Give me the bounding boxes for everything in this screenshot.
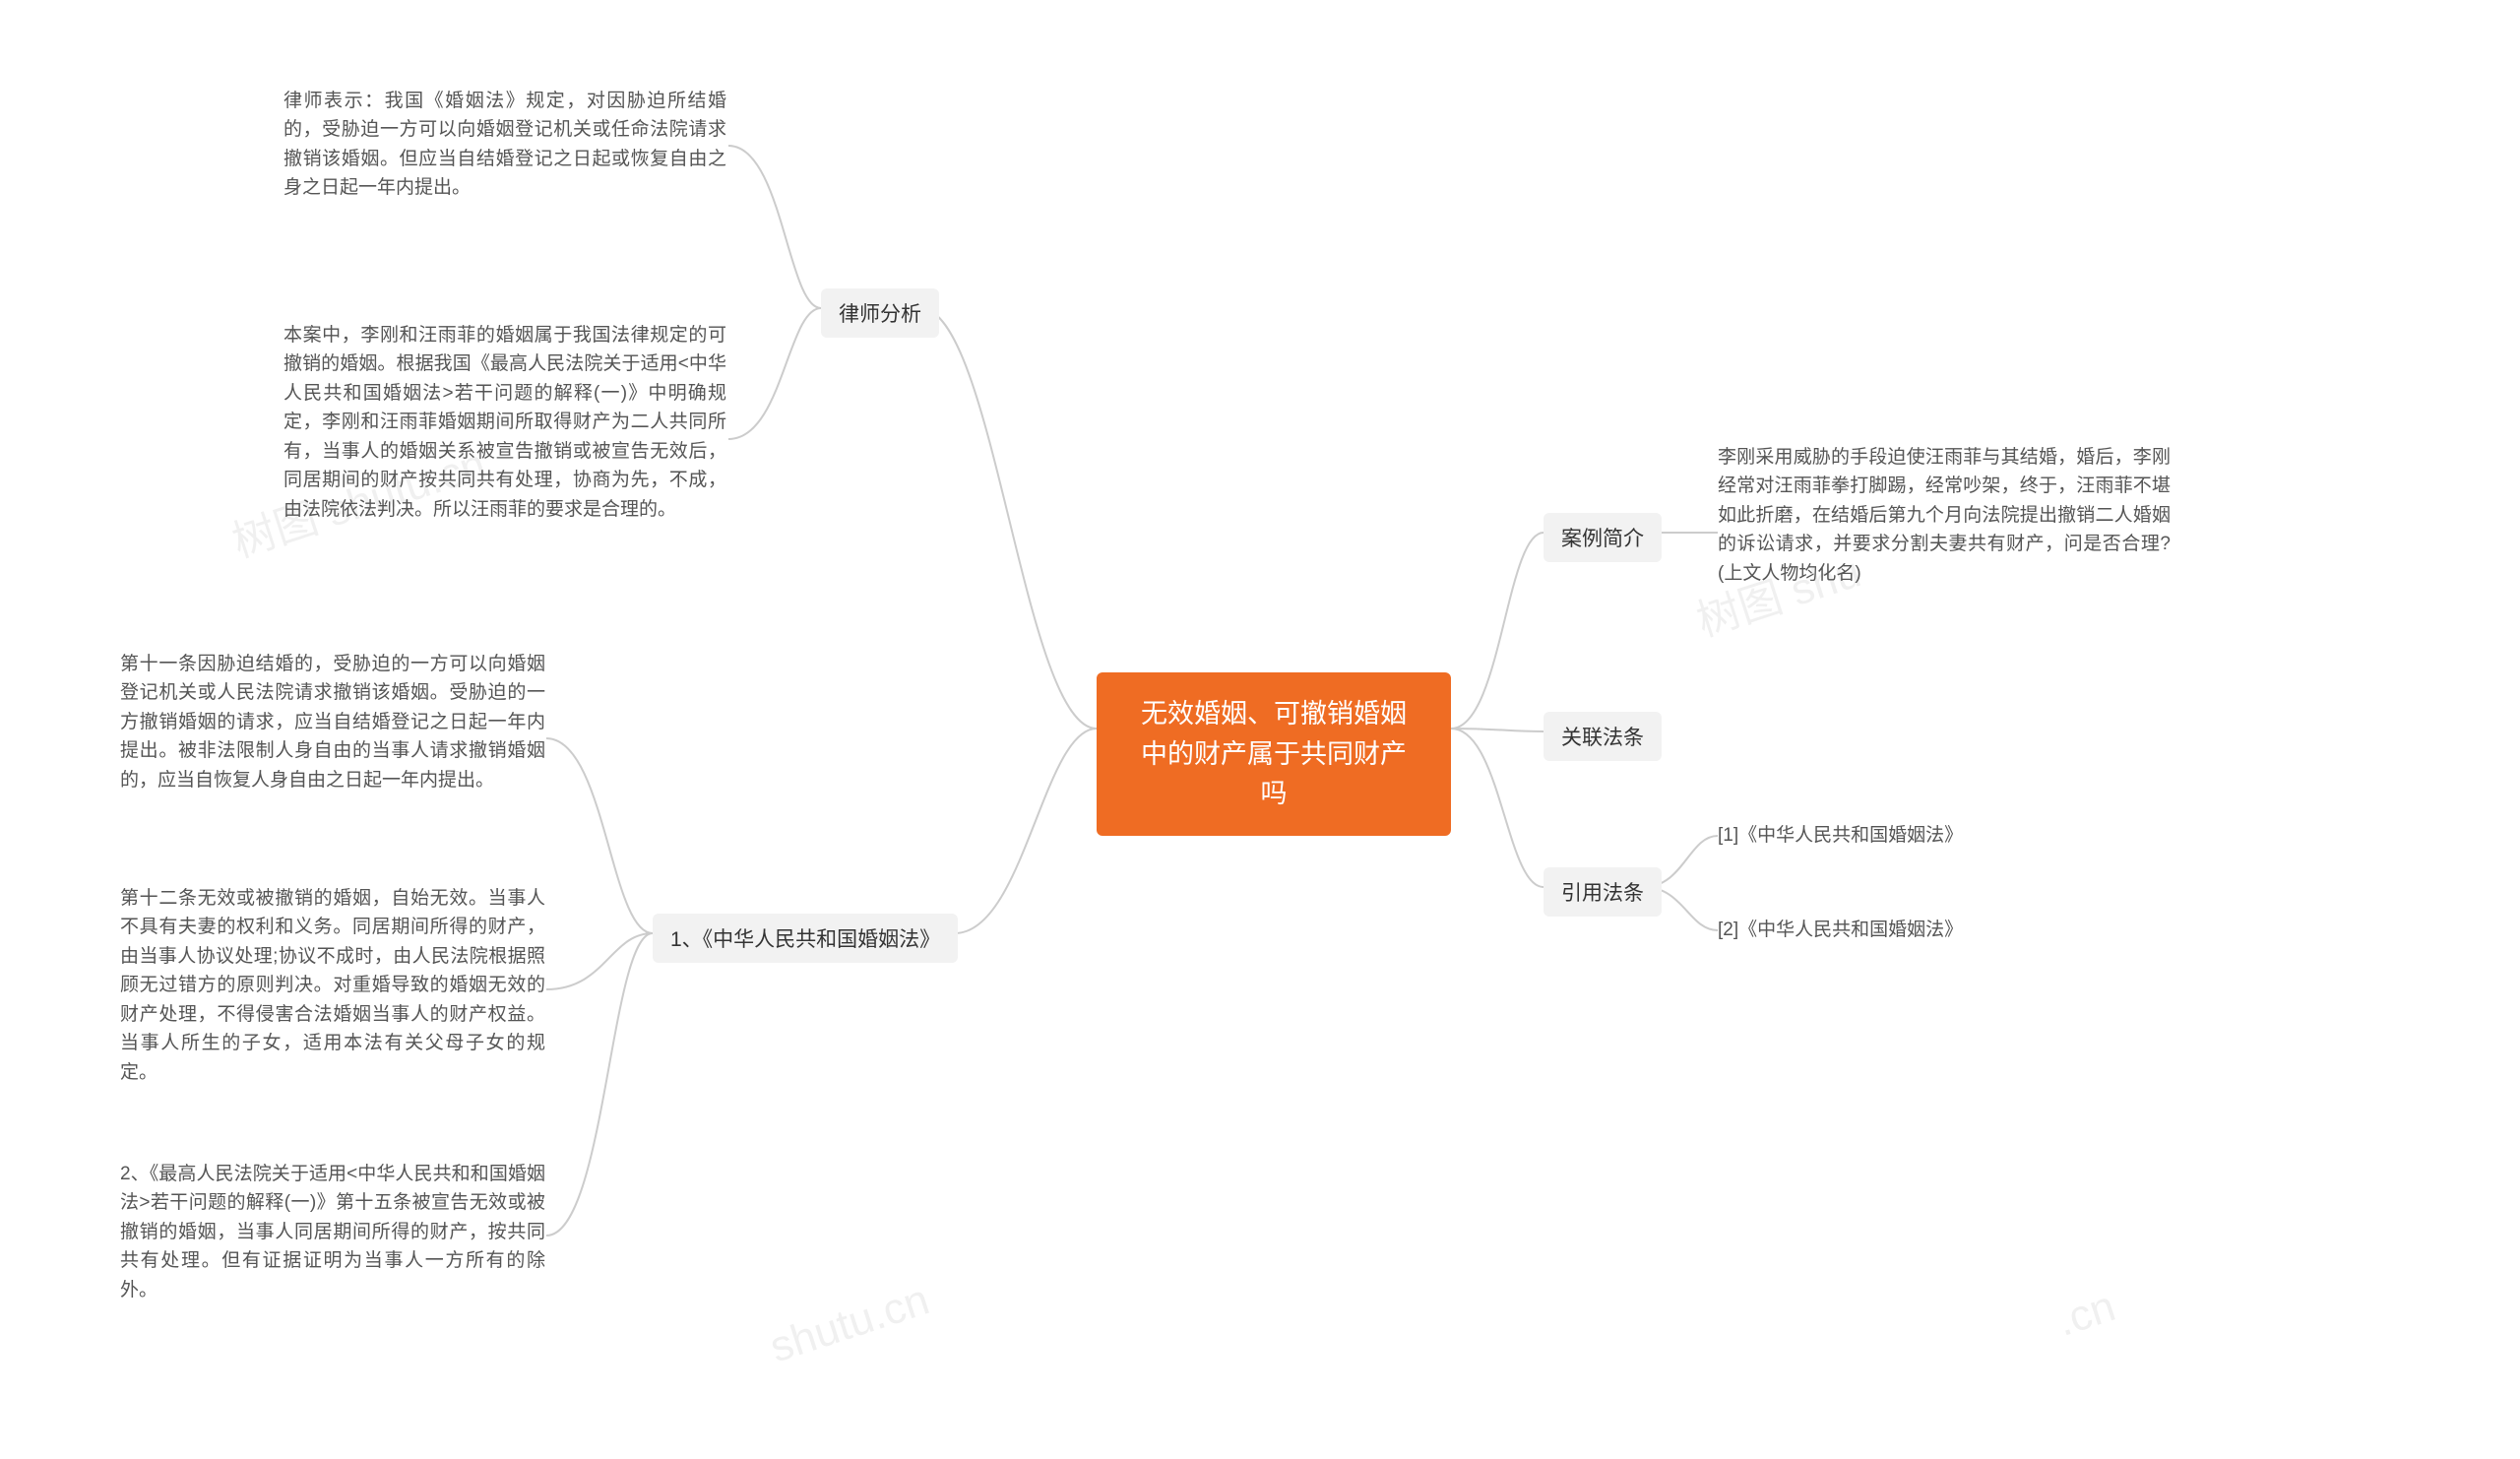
watermark: shutu.cn bbox=[764, 1276, 935, 1373]
leaf-law-1: 第十一条因胁迫结婚的，受胁迫的一方可以向婚姻登记机关或人民法院请求撤销该婚姻。受… bbox=[120, 650, 545, 794]
branch-lawyer-analysis[interactable]: 律师分析 bbox=[821, 288, 939, 338]
leaf-lawyer-1: 律师表示：我国《婚姻法》规定，对因胁迫所结婚的，受胁迫一方可以向婚姻登记机关或任… bbox=[284, 87, 726, 203]
leaf-case-1: 李刚采用威胁的手段迫使汪雨菲与其结婚，婚后，李刚经常对汪雨菲拳打脚踢，经常吵架，… bbox=[1718, 443, 2171, 588]
branch-related-law[interactable]: 关联法条 bbox=[1544, 712, 1662, 761]
leaf-cited-1: [1]《中华人民共和国婚姻法》 bbox=[1718, 821, 2033, 850]
watermark: .cn bbox=[2051, 1282, 2121, 1347]
branch-cited-law[interactable]: 引用法条 bbox=[1544, 867, 1662, 917]
branch-case-summary[interactable]: 案例简介 bbox=[1544, 513, 1662, 562]
leaf-cited-2: [2]《中华人民共和国婚姻法》 bbox=[1718, 916, 2033, 944]
root-node[interactable]: 无效婚姻、可撤销婚姻中的财产属于共同财产吗 bbox=[1097, 672, 1451, 836]
branch-marriage-law[interactable]: 1、《中华人民共和国婚姻法》 bbox=[653, 914, 958, 963]
leaf-law-2: 第十二条无效或被撤销的婚姻，自始无效。当事人不具有夫妻的权利和义务。同居期间所得… bbox=[120, 884, 545, 1087]
leaf-lawyer-2: 本案中，李刚和汪雨菲的婚姻属于我国法律规定的可撤销的婚姻。根据我国《最高人民法院… bbox=[284, 321, 726, 524]
leaf-law-3: 2、《最高人民法院关于适用<中华人民共和和国婚姻法>若干问题的解释(一)》第十五… bbox=[120, 1160, 545, 1304]
